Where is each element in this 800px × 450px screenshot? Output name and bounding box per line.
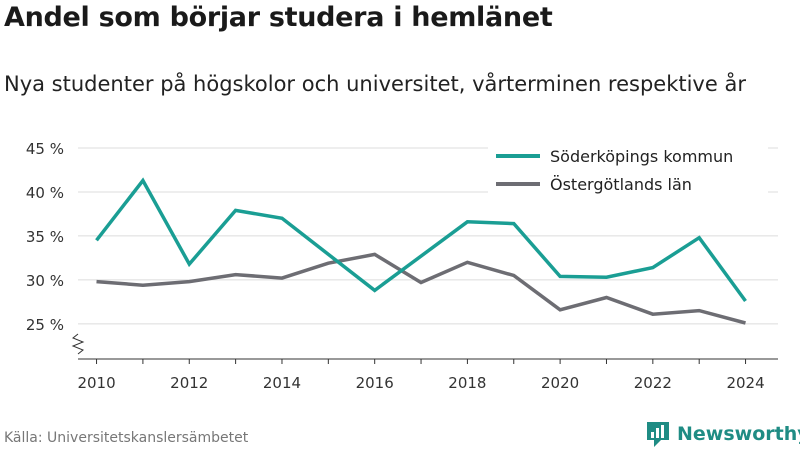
x-tick-label: 2022	[634, 374, 672, 392]
x-tick-label: 2020	[541, 374, 579, 392]
legend-background	[488, 140, 768, 196]
series-lines	[95, 177, 747, 325]
brand-name: Newsworthy	[677, 423, 800, 445]
y-tick-label: 35 %	[26, 228, 64, 246]
x-tick-label: 2016	[356, 374, 394, 392]
line-chart: 25 %30 %35 %40 %45 % 2010 2012 2014 2016 201…	[26, 140, 778, 392]
x-axis: 2010 2012 2014 2016 2018 2020 2022 2024	[71, 333, 778, 392]
legend-label: Östergötlands län	[550, 175, 692, 194]
brand-logo[interactable]: Newsworthy	[645, 420, 800, 448]
legend: Söderköpings kommun Östergötlands län	[488, 140, 768, 196]
newsworthy-logo-icon	[647, 422, 669, 447]
x-tick-label: 2018	[448, 374, 486, 392]
y-tick-label: 25 %	[26, 316, 64, 334]
y-tick-label: 40 %	[26, 184, 64, 202]
x-tick-label: 2024	[726, 374, 764, 392]
source-note: Källa: Universitetskanslersämbetet	[4, 430, 249, 446]
legend-label: Söderköpings kommun	[550, 147, 733, 166]
chart-subtitle: Nya studenter på högskolor och universit…	[4, 72, 746, 96]
x-tick-label: 2010	[77, 374, 115, 392]
y-tick-labels: 25 % 30 % 35 % 40 % 45 %	[26, 140, 64, 334]
y-tick-label: 30 %	[26, 272, 64, 290]
chart-title: Andel som börjar studera i hemlänet	[4, 2, 553, 33]
series-line	[95, 177, 747, 303]
series-line	[96, 252, 746, 325]
x-tick-label: 2014	[263, 374, 301, 392]
x-tick-label: 2012	[170, 374, 208, 392]
y-tick-label: 45 %	[26, 140, 64, 158]
y-axis-break	[71, 333, 85, 355]
